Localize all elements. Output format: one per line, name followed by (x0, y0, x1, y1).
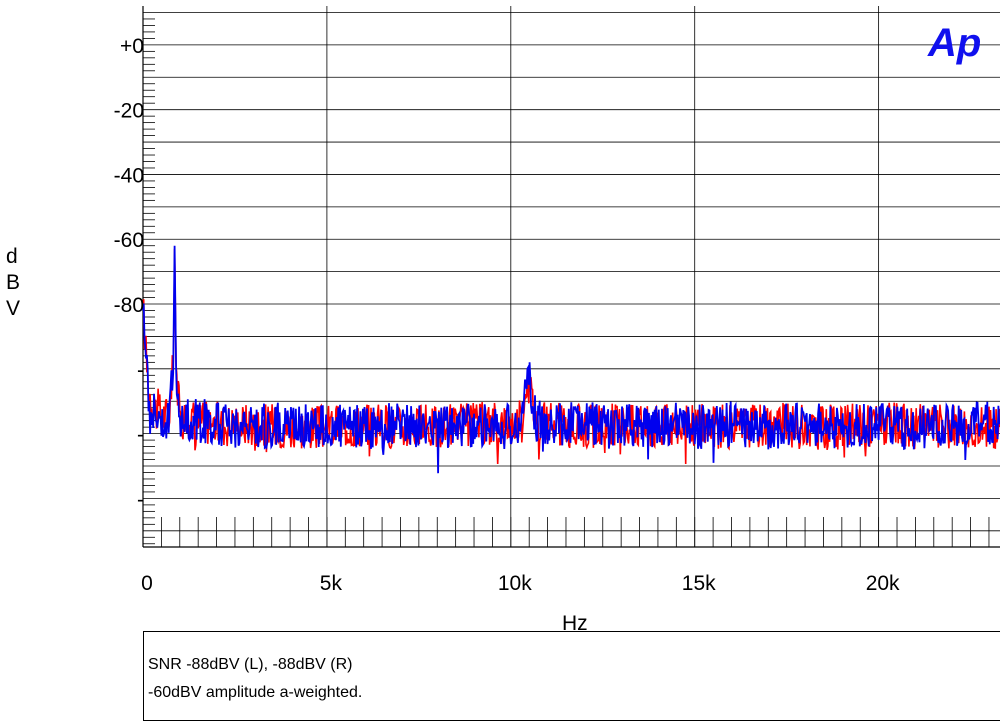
y-axis-title-char: V (6, 297, 20, 320)
y-tick-label: -40 (114, 164, 144, 187)
y-tick-label: - (137, 424, 144, 447)
x-tick-label: 20k (866, 572, 900, 595)
x-tick-label: 10k (498, 572, 532, 595)
x-tick-label: 5k (320, 572, 343, 595)
x-axis-title: Hz (562, 612, 588, 635)
tick-marks (143, 18, 990, 547)
y-axis-title-char: B (6, 271, 20, 294)
y-tick-label: -60 (114, 229, 144, 252)
y-tick-label: -80 (114, 294, 144, 317)
series-group (142, 245, 1000, 474)
y-tick-label: -20 (114, 100, 144, 123)
y-tick-label: - (137, 359, 144, 382)
x-tick-label: 0 (141, 572, 153, 595)
y-tick-label: +0 (120, 35, 144, 58)
annotation-box: SNR -88dBV (L), -88dBV (R) -60dBV amplit… (143, 631, 1000, 721)
y-tick-label: - (137, 488, 144, 511)
x-tick-label: 15k (682, 572, 716, 595)
annotation-snr: SNR -88dBV (L), -88dBV (R) (148, 656, 353, 673)
y-axis-title: dBV (6, 245, 20, 320)
ap-logo: Ap (927, 21, 981, 65)
series-line-blue (142, 245, 1000, 474)
y-axis-title-char: d (6, 245, 18, 268)
tick-labels: 0 5k 10k 15k 20k +0 -20 -40 -60 -80 - - - (114, 35, 900, 595)
annotation-amplitude: -60dBV amplitude a-weighted. (148, 684, 363, 701)
grid (142, 6, 1000, 548)
